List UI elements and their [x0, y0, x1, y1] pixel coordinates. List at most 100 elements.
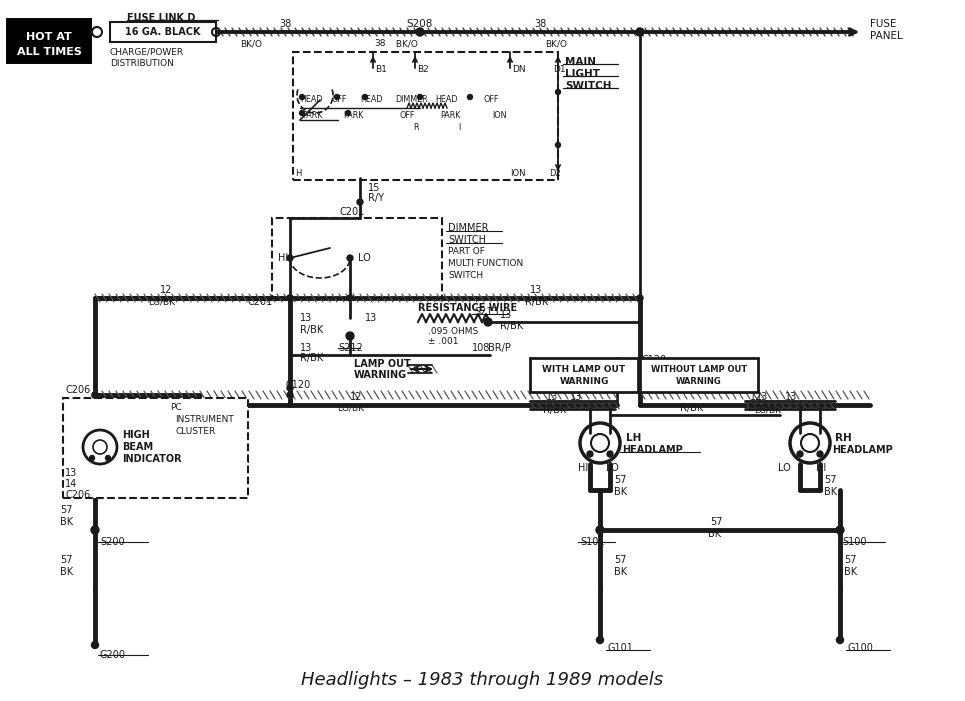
Text: RH: RH [835, 433, 852, 443]
Text: LH: LH [626, 433, 642, 443]
Text: HIGH: HIGH [122, 430, 150, 440]
Text: LIGHT: LIGHT [565, 69, 600, 79]
Text: G101: G101 [608, 643, 634, 653]
Text: S212: S212 [338, 343, 363, 353]
Text: DN: DN [512, 64, 526, 74]
Text: .095 OHMS: .095 OHMS [428, 327, 479, 336]
Text: BR/P: BR/P [488, 343, 510, 353]
Circle shape [837, 637, 843, 644]
Text: HI: HI [278, 253, 289, 263]
Text: WARNING: WARNING [354, 370, 407, 380]
Text: SWITCH: SWITCH [448, 271, 483, 280]
Text: 13: 13 [500, 310, 512, 320]
Text: INSTRUMENT: INSTRUMENT [175, 416, 234, 425]
Bar [530, 358, 638, 392]
Circle shape [556, 90, 561, 95]
Circle shape [357, 199, 363, 205]
Circle shape [418, 95, 423, 100]
Text: SWITCH: SWITCH [448, 235, 486, 245]
Text: R: R [413, 123, 419, 132]
Text: H: H [295, 170, 301, 179]
Text: G200: G200 [100, 650, 126, 660]
Text: LO: LO [778, 463, 790, 473]
Text: HI: HI [816, 463, 826, 473]
Circle shape [92, 641, 98, 648]
Text: OFF: OFF [400, 111, 415, 119]
Text: S213: S213 [474, 307, 499, 317]
Bar [63, 398, 248, 498]
Text: 38: 38 [374, 39, 386, 48]
Text: R/BK: R/BK [525, 297, 548, 307]
Circle shape [607, 451, 613, 457]
Text: S208: S208 [407, 19, 433, 29]
Text: BK: BK [844, 567, 857, 577]
Circle shape [596, 637, 603, 644]
Text: 57: 57 [824, 475, 837, 485]
Circle shape [91, 526, 99, 534]
Text: C120: C120 [642, 355, 667, 365]
Text: C206: C206 [65, 385, 91, 395]
Circle shape [287, 392, 293, 398]
Text: 12: 12 [750, 392, 762, 402]
Text: 57: 57 [710, 517, 723, 527]
Text: C120: C120 [285, 380, 311, 390]
Text: INDICATOR: INDICATOR [122, 454, 181, 464]
Text: 57: 57 [844, 555, 857, 565]
Text: R/BK: R/BK [300, 325, 323, 335]
Text: C201: C201 [248, 297, 273, 307]
Text: ± .001: ± .001 [428, 337, 458, 346]
Text: LG/BK: LG/BK [754, 405, 781, 414]
Circle shape [287, 255, 293, 261]
Text: PART OF: PART OF [448, 247, 484, 257]
Text: 38: 38 [534, 19, 546, 29]
Text: BK: BK [60, 517, 73, 527]
Circle shape [467, 95, 473, 100]
Text: BK: BK [614, 487, 627, 497]
Text: 57: 57 [614, 555, 626, 565]
Circle shape [346, 332, 354, 340]
Text: LG/BK: LG/BK [148, 297, 175, 306]
Text: PC: PC [170, 404, 181, 412]
Text: 16 GA. BLACK: 16 GA. BLACK [125, 27, 201, 37]
Circle shape [485, 319, 491, 325]
Circle shape [797, 451, 803, 457]
Text: PARK: PARK [440, 111, 460, 119]
Text: DIMMER: DIMMER [395, 95, 427, 104]
Text: 12: 12 [160, 285, 173, 295]
Text: 12: 12 [350, 392, 363, 402]
Text: 38: 38 [279, 19, 291, 29]
Text: 108: 108 [472, 343, 490, 353]
Text: FUSE LINK D: FUSE LINK D [127, 13, 195, 23]
Bar [272, 218, 442, 298]
Text: WITH LAMP OUT: WITH LAMP OUT [542, 365, 625, 374]
Text: 13: 13 [300, 313, 313, 323]
Text: BK: BK [614, 567, 627, 577]
Circle shape [299, 111, 305, 116]
Text: 13: 13 [570, 392, 582, 402]
Circle shape [363, 95, 368, 100]
Bar [110, 22, 216, 42]
Text: 13: 13 [300, 343, 313, 353]
Circle shape [92, 392, 98, 398]
Circle shape [416, 28, 424, 36]
Circle shape [92, 392, 98, 398]
Text: Headlights – 1983 through 1989 models: Headlights – 1983 through 1989 models [301, 671, 663, 689]
Text: R/BK: R/BK [300, 353, 323, 363]
Text: R/BK: R/BK [500, 321, 523, 331]
Text: SWITCH: SWITCH [565, 81, 612, 91]
Bar [640, 358, 758, 392]
Text: B1: B1 [375, 64, 387, 74]
Text: LAMP OUT: LAMP OUT [354, 359, 411, 369]
Text: 13: 13 [65, 468, 77, 478]
Text: ION: ION [510, 170, 526, 179]
Text: 13: 13 [756, 392, 768, 402]
Text: BK/O: BK/O [240, 39, 262, 48]
Text: WITHOUT LAMP OUT: WITHOUT LAMP OUT [651, 365, 747, 374]
Text: 13: 13 [785, 392, 797, 402]
Circle shape [90, 456, 95, 461]
Text: S100: S100 [842, 537, 867, 547]
Circle shape [287, 295, 293, 301]
Circle shape [335, 95, 340, 100]
Circle shape [836, 526, 844, 534]
Text: C206: C206 [65, 490, 91, 500]
